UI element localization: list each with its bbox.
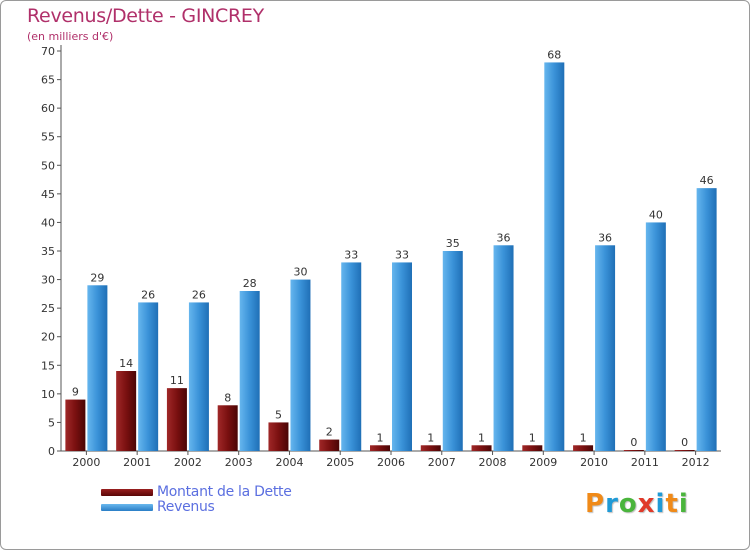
data-label-revenus: 30 [293, 266, 307, 279]
data-label-debt: 0 [681, 436, 688, 449]
x-tick-label: 2001 [123, 456, 151, 469]
bar-revenus [544, 62, 565, 452]
bar-debt [65, 399, 86, 451]
y-tick-label: 35 [41, 245, 55, 258]
bar-revenus [645, 222, 666, 451]
y-tick-label: 0 [48, 445, 55, 458]
data-label-debt: 14 [119, 357, 133, 370]
data-label-debt: 1 [529, 431, 536, 444]
y-tick-label: 20 [41, 331, 55, 344]
bar-debt [268, 422, 289, 451]
data-label-revenus: 33 [344, 248, 358, 261]
y-tick-label: 45 [41, 188, 55, 201]
data-label-debt: 2 [326, 426, 333, 439]
chart-title: Revenus/Dette - GINCREY [27, 5, 264, 27]
legend-label-debt: Montant de la Dette [157, 484, 292, 500]
data-label-revenus: 33 [395, 248, 409, 261]
data-label-debt: 8 [224, 391, 231, 404]
bar-debt [674, 450, 695, 451]
y-tick-label: 70 [41, 45, 55, 58]
chart-subtitle: (en milliers d'€) [27, 30, 114, 43]
data-label-revenus: 46 [700, 174, 714, 187]
bar-revenus [442, 251, 463, 451]
data-label-revenus: 40 [649, 208, 663, 221]
y-tick-label: 40 [41, 216, 55, 229]
bar-debt [370, 445, 390, 451]
data-label-revenus: 36 [598, 231, 612, 244]
bar-debt [420, 445, 441, 451]
y-tick-label: 5 [48, 416, 55, 429]
x-tick-label: 2011 [631, 456, 659, 469]
data-label-revenus: 68 [547, 48, 561, 61]
y-tick-label: 10 [41, 388, 55, 401]
bar-revenus [138, 302, 159, 451]
logo-letter: P [585, 489, 606, 519]
bar-revenus [493, 245, 514, 451]
bar-debt [116, 371, 137, 451]
data-label-debt: 1 [478, 431, 485, 444]
logo-letter: r [605, 489, 619, 519]
logo-letter: i [678, 489, 689, 519]
y-tick-label: 55 [41, 131, 55, 144]
y-tick-label: 25 [41, 302, 55, 315]
y-tick-label: 15 [41, 359, 55, 372]
x-tick-label: 2009 [529, 456, 557, 469]
bar-revenus [595, 245, 616, 451]
bar-revenus [188, 302, 209, 451]
data-label-revenus: 36 [497, 231, 511, 244]
data-label-debt: 9 [72, 386, 79, 399]
x-tick-label: 2005 [326, 456, 354, 469]
y-tick-label: 65 [41, 74, 55, 87]
bar-debt [522, 445, 543, 451]
x-tick-label: 2000 [72, 456, 100, 469]
logo-letter: t [665, 489, 679, 519]
x-tick-label: 2006 [377, 456, 405, 469]
data-label-revenus: 26 [192, 288, 206, 301]
x-tick-label: 2007 [428, 456, 456, 469]
x-tick-label: 2004 [275, 456, 303, 469]
bar-revenus [290, 279, 311, 451]
data-label-revenus: 28 [243, 277, 257, 290]
data-label-debt: 5 [275, 408, 282, 421]
y-tick-label: 30 [41, 274, 55, 287]
y-tick-label: 50 [41, 159, 55, 172]
bar-revenus [87, 285, 108, 451]
bar-revenus [341, 262, 362, 451]
data-label-debt: 0 [630, 436, 637, 449]
bar-debt [319, 439, 340, 451]
data-label-debt: 1 [580, 431, 587, 444]
data-label-debt: 11 [170, 374, 184, 387]
data-label-revenus: 29 [90, 271, 104, 284]
proxiti-logo: Proxiti [585, 489, 689, 519]
data-label-revenus: 35 [446, 237, 460, 250]
bar-debt [471, 445, 492, 451]
data-label-revenus: 26 [141, 288, 155, 301]
bar-revenus [696, 188, 717, 451]
bar-revenus [239, 291, 260, 451]
x-tick-label: 2012 [682, 456, 710, 469]
x-tick-label: 2010 [580, 456, 608, 469]
bar-debt [623, 450, 644, 451]
y-tick-label: 60 [41, 102, 55, 115]
logo-letter: x [637, 489, 656, 519]
data-label-debt: 1 [377, 431, 384, 444]
logo-letter: i [655, 489, 666, 519]
bar-debt [573, 445, 594, 451]
bar-debt [217, 405, 238, 451]
logo-letter: o [618, 489, 638, 519]
legend-swatch-revenus [101, 504, 153, 511]
x-tick-label: 2002 [174, 456, 202, 469]
legend-label-revenus: Revenus [157, 499, 215, 515]
x-tick-label: 2008 [479, 456, 507, 469]
data-label-debt: 1 [427, 431, 434, 444]
bar-debt [166, 388, 187, 451]
legend-swatch-debt [101, 489, 153, 496]
bar-revenus [392, 262, 412, 451]
x-tick-label: 2003 [225, 456, 253, 469]
